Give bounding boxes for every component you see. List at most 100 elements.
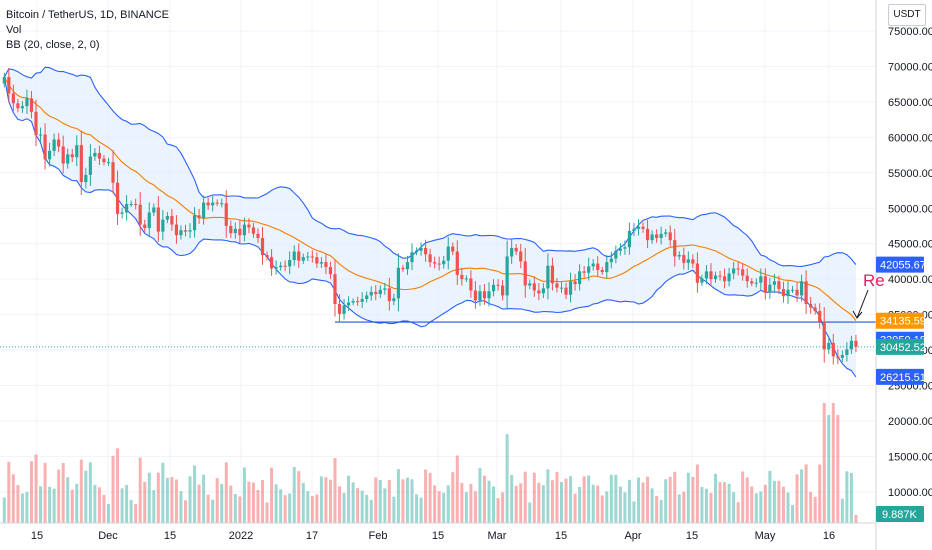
volume-bar — [831, 403, 835, 523]
candle — [473, 290, 478, 301]
volume-bar — [659, 500, 663, 523]
candle — [279, 265, 283, 268]
volume-bar — [437, 491, 441, 523]
volume-bar — [849, 473, 853, 523]
candle — [301, 257, 305, 261]
volume-bar — [637, 477, 640, 523]
candle — [568, 281, 573, 295]
candle — [745, 275, 749, 282]
volume-bar — [184, 500, 187, 523]
currency-unit-button[interactable]: USDT — [888, 4, 926, 26]
volume-bar — [25, 491, 29, 523]
volume-bar — [582, 476, 586, 523]
candle — [487, 291, 491, 299]
volume-bar — [229, 485, 233, 523]
candle — [451, 246, 455, 252]
volume-bar — [750, 486, 754, 523]
candle — [514, 247, 518, 252]
price-badge-label: 30452.52 — [880, 342, 926, 354]
chart-legend: Bitcoin / TetherUS, 1D, BINANCE Vol BB (… — [6, 8, 169, 53]
candle — [57, 139, 61, 147]
candle — [691, 259, 695, 264]
volume-bar — [134, 504, 138, 523]
candle — [818, 311, 822, 322]
time-tick-label: 17 — [306, 530, 318, 542]
candle — [396, 267, 401, 299]
price-tick-label: 75000.00 — [888, 26, 932, 38]
annotation-text[interactable]: Re — [863, 271, 885, 290]
candle — [596, 263, 600, 270]
volume-bar — [446, 485, 450, 523]
candle — [827, 342, 831, 350]
candle — [351, 301, 355, 303]
volume-badge-bg — [876, 506, 924, 522]
legend-bollinger[interactable]: BB (20, close, 2, 0) — [6, 39, 100, 51]
candle — [605, 262, 609, 273]
candle — [809, 303, 813, 308]
volume-badge: 9.887K — [876, 506, 924, 522]
volume-bar — [75, 483, 79, 523]
price-tick-label: 65000.00 — [888, 97, 932, 109]
candle — [623, 247, 627, 249]
volume-bar — [605, 491, 609, 523]
candle — [469, 278, 473, 291]
volume-bar — [555, 472, 559, 523]
price-badge-label: 34135.59 — [880, 316, 926, 328]
price-badge-bg — [876, 256, 924, 273]
volume-bar — [20, 493, 24, 523]
volume-bar — [270, 467, 274, 523]
volume-bar — [795, 474, 799, 523]
volume-bar — [813, 496, 817, 523]
candle — [147, 212, 151, 229]
candle — [636, 226, 641, 229]
volume-bar — [338, 486, 342, 523]
volume-bar — [125, 485, 129, 523]
candle — [709, 271, 713, 280]
volume-bar — [573, 493, 577, 523]
candle — [165, 216, 169, 220]
volume-bar — [541, 485, 545, 523]
volume-bar — [469, 483, 473, 523]
volume-badge-label: 9.887K — [882, 509, 918, 521]
candle — [265, 255, 269, 258]
candle — [845, 349, 849, 356]
volume-bar — [677, 494, 681, 523]
volume-bar — [211, 499, 215, 523]
volume-bar — [591, 484, 595, 523]
volume-bar — [161, 462, 165, 523]
candle — [419, 247, 423, 251]
candle — [777, 281, 781, 290]
volume-bar — [297, 471, 301, 523]
volume-bar — [279, 489, 283, 523]
volume-bar — [587, 475, 591, 523]
candle — [111, 162, 115, 183]
candle — [387, 288, 391, 302]
candle — [618, 248, 622, 251]
volume-bar — [233, 494, 237, 523]
price-badge-bg — [876, 368, 924, 385]
legend-volume[interactable]: Vol — [6, 24, 22, 36]
volume-bar — [664, 479, 668, 523]
time-tick-label: Dec — [98, 530, 118, 542]
volume-bar — [383, 488, 387, 523]
candle — [704, 271, 709, 279]
volume-bar — [283, 495, 287, 523]
candle — [736, 268, 740, 270]
volume-bar — [478, 468, 482, 523]
volume-bar — [265, 502, 269, 523]
legend-symbol[interactable]: Bitcoin / TetherUS, 1D, BINANCE — [6, 9, 170, 21]
volume-bar — [193, 465, 197, 523]
time-tick-label: 15 — [432, 530, 444, 542]
candle — [460, 274, 464, 280]
candle — [401, 267, 405, 270]
volume-bar — [800, 469, 804, 523]
volume-bar — [106, 504, 110, 523]
time-tick-label: 2022 — [229, 530, 253, 542]
volume-bar — [324, 477, 328, 523]
candle — [496, 284, 500, 286]
volume-bar — [102, 494, 106, 523]
price-badge-bg — [876, 312, 924, 329]
price-badge: 34135.59 — [876, 312, 926, 329]
